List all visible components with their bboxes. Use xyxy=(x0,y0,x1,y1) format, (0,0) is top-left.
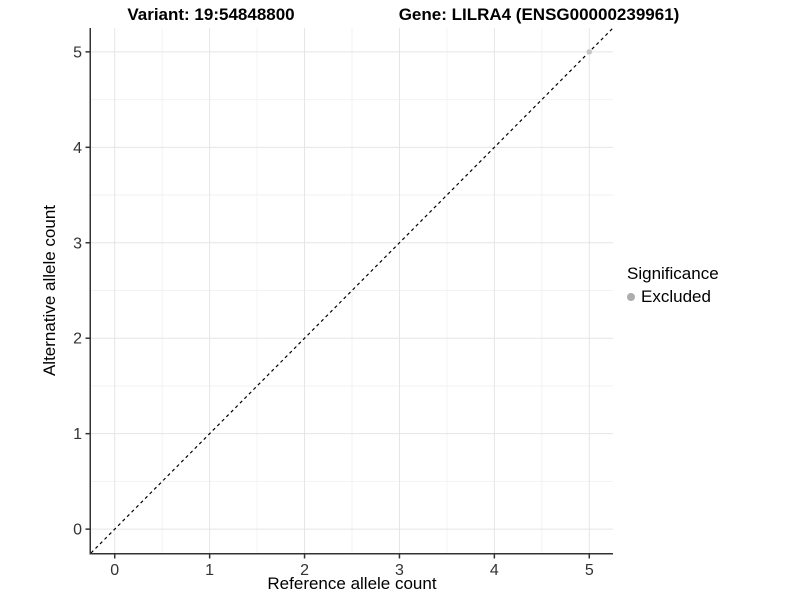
legend-title: Significance xyxy=(627,264,719,283)
legend-entry-label: Excluded xyxy=(641,287,711,306)
y-axis-title: Alternative allele count xyxy=(40,204,59,377)
y-tick-label: 2 xyxy=(73,331,82,348)
x-tick-label: 3 xyxy=(395,562,404,579)
variant-title: Variant: 19:54848800 xyxy=(127,5,295,24)
x-axis-title: Reference allele count xyxy=(267,574,437,593)
gene-title: Gene: LILRA4 (ENSG00000239961) xyxy=(398,5,680,24)
x-tick-label: 5 xyxy=(585,562,594,579)
y-tick-label: 3 xyxy=(73,235,82,252)
identity-dashed-line xyxy=(90,27,614,554)
excluded-point-icon xyxy=(627,292,635,301)
x-tick-label: 0 xyxy=(110,562,119,579)
y-tick-label: 1 xyxy=(73,426,82,443)
y-tick-label: 0 xyxy=(73,522,82,539)
data-point-excluded xyxy=(586,49,593,55)
legend: Significance Excluded xyxy=(627,263,719,307)
legend-entry-excluded: Excluded xyxy=(627,286,719,307)
x-tick-label: 2 xyxy=(300,562,309,579)
x-tick-label: 4 xyxy=(490,562,499,579)
y-tick-label: 4 xyxy=(73,140,82,157)
y-tick-label: 5 xyxy=(73,44,82,61)
x-tick-label: 1 xyxy=(205,562,214,579)
